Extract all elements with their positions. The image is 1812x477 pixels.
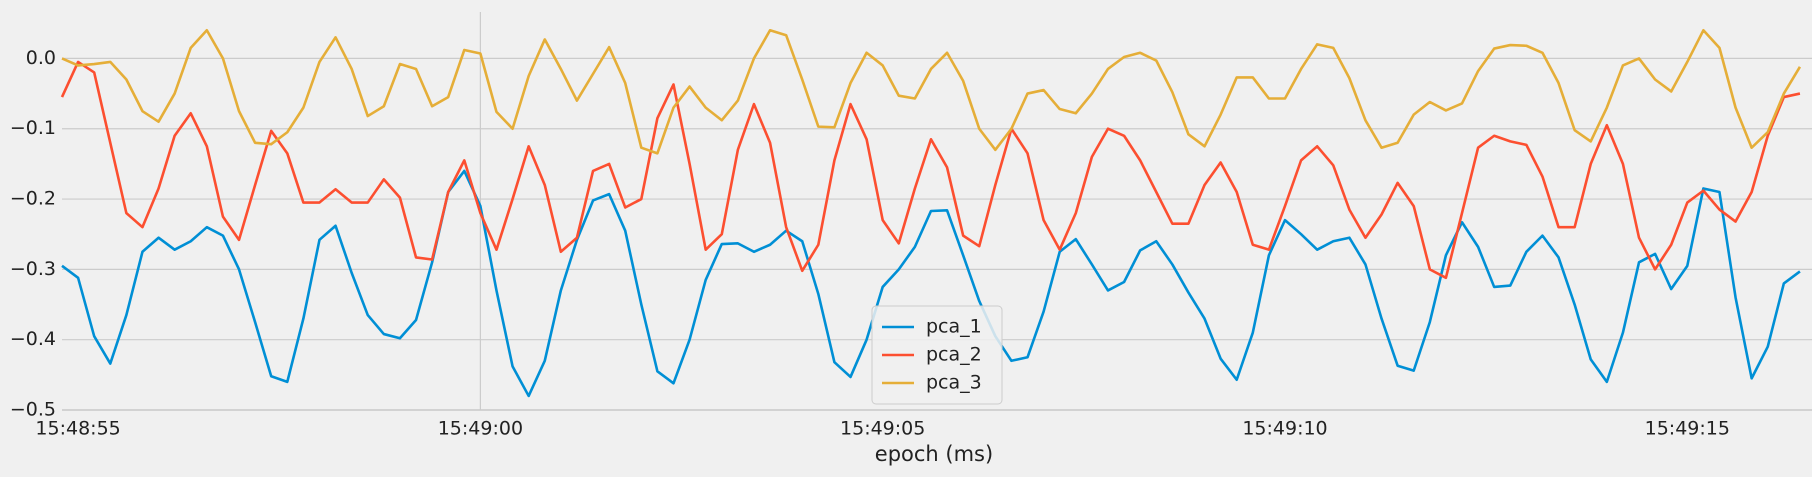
y-tick-label: −0.2 bbox=[10, 188, 56, 210]
legend: pca_1 pca_2 pca_3 bbox=[871, 305, 1003, 405]
x-tick-label: 15:49:00 bbox=[438, 418, 523, 440]
legend-label: pca_3 bbox=[926, 372, 982, 394]
legend-label: pca_2 bbox=[926, 344, 982, 366]
y-tick-label: −0.4 bbox=[10, 328, 56, 350]
x-tick-label: 15:49:10 bbox=[1242, 418, 1327, 440]
x-axis-label: epoch (ms) bbox=[875, 442, 993, 466]
x-tick-label: 15:49:05 bbox=[840, 418, 925, 440]
series-line bbox=[61, 169, 1801, 398]
y-tick-label: −0.5 bbox=[10, 399, 56, 421]
series-line bbox=[60, 60, 1801, 280]
x-tick-label: 15:48:55 bbox=[35, 418, 120, 440]
y-tick-label: −0.1 bbox=[10, 117, 56, 139]
series-line bbox=[61, 28, 1802, 155]
x-tick-label: 15:49:15 bbox=[1645, 418, 1730, 440]
legend-box bbox=[871, 305, 1003, 405]
y-tick-label: 0.0 bbox=[26, 47, 56, 69]
legend-label: pca_1 bbox=[926, 316, 982, 338]
y-tick-label: −0.3 bbox=[10, 258, 56, 280]
